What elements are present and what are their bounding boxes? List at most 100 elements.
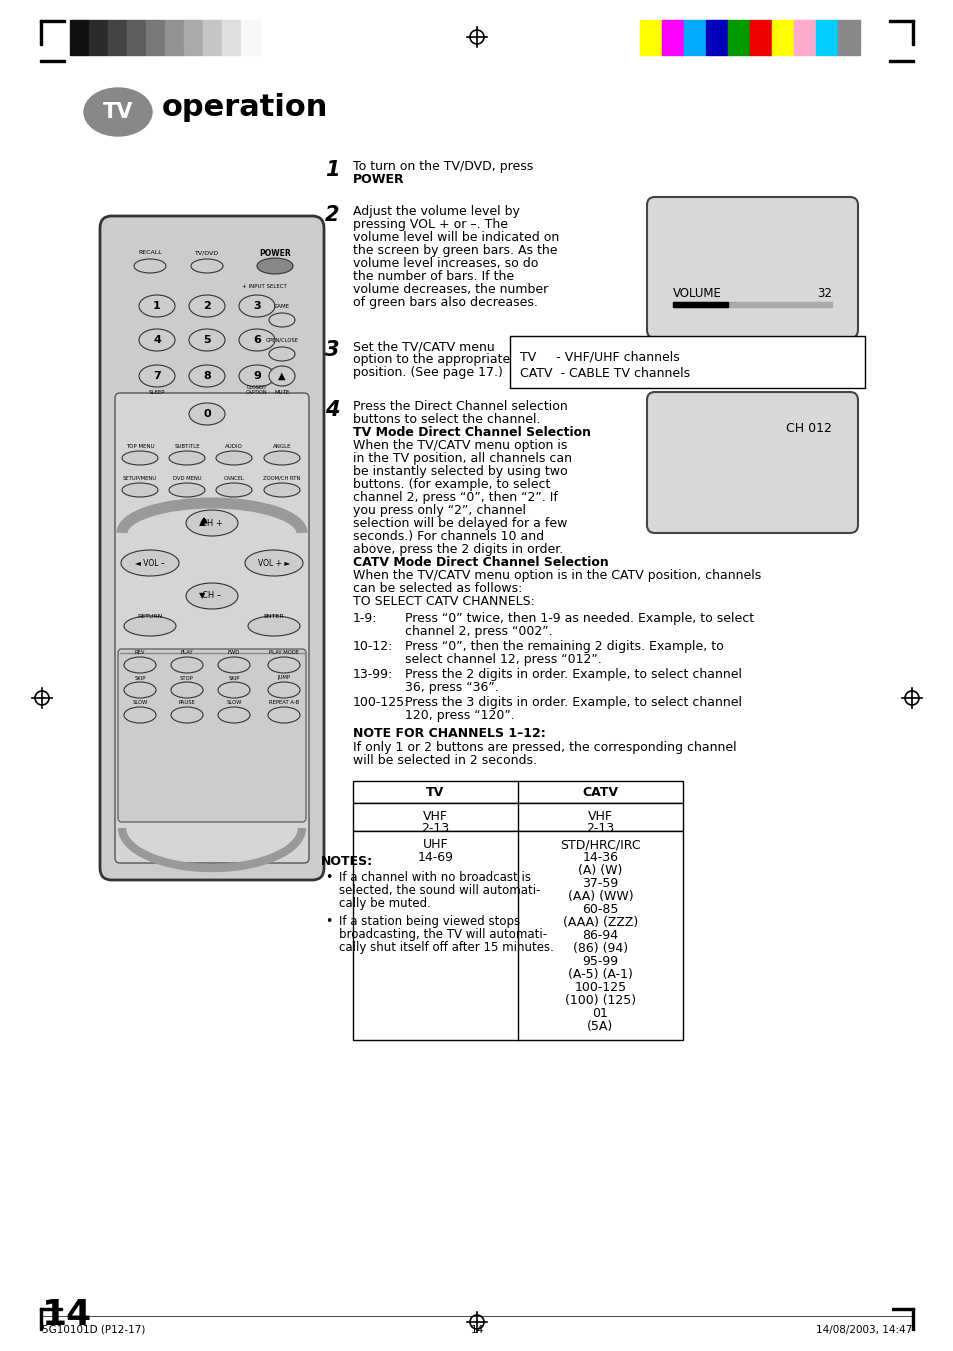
Text: CATV Mode Direct Channel Selection: CATV Mode Direct Channel Selection [353,557,608,569]
Text: DVD MENU: DVD MENU [172,476,201,481]
Text: PLAY MODE: PLAY MODE [269,650,298,655]
Bar [672,303,831,307]
Text: CATV: CATV [582,785,618,798]
Text: When the TV/CATV menu option is in the CATV position, channels: When the TV/CATV menu option is in the C… [353,569,760,582]
Ellipse shape [189,365,225,386]
Ellipse shape [264,484,299,497]
Text: 14: 14 [42,1298,92,1332]
Bar [222,20,241,55]
Ellipse shape [248,616,299,636]
Ellipse shape [171,657,203,673]
FancyBboxPatch shape [118,648,306,821]
Text: •: • [325,871,332,884]
Ellipse shape [218,657,250,673]
Bar [184,20,203,55]
Text: GAME: GAME [274,304,290,308]
Text: VHF: VHF [587,811,613,823]
Ellipse shape [245,550,303,576]
Text: seconds.) For channels 10 and: seconds.) For channels 10 and [353,530,543,543]
Text: volume level increases, so do: volume level increases, so do [353,257,537,270]
Bar [888,59,913,62]
Text: NOTE FOR CHANNELS 1–12:: NOTE FOR CHANNELS 1–12: [353,727,545,740]
Bar [771,20,793,55]
Text: RECALL: RECALL [138,250,162,255]
Text: pressing VOL + or –. The: pressing VOL + or –. The [353,218,507,231]
Text: VOLUME: VOLUME [672,286,721,300]
Text: ▲: ▲ [278,372,286,381]
FancyBboxPatch shape [100,216,324,880]
Text: 32: 32 [817,286,831,300]
Ellipse shape [218,707,250,723]
Text: 14-69: 14-69 [417,851,453,865]
Bar [705,20,727,55]
Bar [203,20,222,55]
Ellipse shape [269,313,294,327]
Bar [70,20,89,55]
Text: FWD: FWD [228,650,240,655]
Text: TV: TV [103,101,133,122]
Text: 14-36: 14-36 [582,851,618,865]
Text: TV/DVD: TV/DVD [194,250,219,255]
Text: VHF: VHF [422,811,448,823]
Ellipse shape [218,682,250,698]
Bar [727,20,749,55]
Text: ENTER: ENTER [263,613,284,619]
Text: volume level will be indicated on: volume level will be indicated on [353,231,558,245]
Ellipse shape [268,682,299,698]
Text: JUMP: JUMP [277,676,291,681]
Text: 100-125:: 100-125: [353,696,409,709]
Text: 14: 14 [470,1325,483,1335]
Text: 3: 3 [253,301,260,311]
Bar [510,336,864,388]
Text: channel 2, press “002”.: channel 2, press “002”. [405,626,552,638]
Text: position. (See page 17.): position. (See page 17.) [353,366,502,380]
Text: you press only “2”, channel: you press only “2”, channel [353,504,525,517]
Text: 95-99: 95-99 [582,955,618,969]
Text: Press the 2 digits in order. Example, to select channel: Press the 2 digits in order. Example, to… [405,667,741,681]
Text: (A) (W): (A) (W) [578,865,622,877]
Ellipse shape [191,259,223,273]
Text: broadcasting, the TV will automati-: broadcasting, the TV will automati- [338,928,547,942]
Bar [672,303,727,307]
Bar [40,20,42,45]
Ellipse shape [239,295,274,317]
Text: buttons to select the channel.: buttons to select the channel. [353,413,540,426]
Text: Set the TV/CATV menu: Set the TV/CATV menu [353,340,495,353]
Text: 14/08/2003, 14:47: 14/08/2003, 14:47 [815,1325,911,1335]
Text: CH –: CH – [202,592,221,600]
Text: SKIP: SKIP [228,676,239,681]
Text: ZOOM/CH RTN: ZOOM/CH RTN [263,476,300,481]
Ellipse shape [139,295,174,317]
Ellipse shape [269,347,294,361]
Bar [353,781,682,802]
Ellipse shape [84,88,152,136]
Text: Press “0” twice, then 1-9 as needed. Example, to select: Press “0” twice, then 1-9 as needed. Exa… [405,612,753,626]
Bar [40,1308,42,1329]
FancyBboxPatch shape [646,197,857,338]
Ellipse shape [124,707,156,723]
Text: operation: operation [162,93,328,123]
Ellipse shape [124,682,156,698]
Text: selected, the sound will automati-: selected, the sound will automati- [338,884,540,897]
Text: 1: 1 [153,301,161,311]
Bar [837,20,859,55]
Text: AUDIO: AUDIO [225,443,243,449]
Text: (5A): (5A) [587,1020,613,1034]
Text: STD/HRC/IRC: STD/HRC/IRC [559,838,640,851]
Text: 5: 5 [203,335,211,345]
Text: 120, press “120”.: 120, press “120”. [405,709,515,721]
Text: above, press the 2 digits in order.: above, press the 2 digits in order. [353,543,562,557]
Ellipse shape [169,484,205,497]
Ellipse shape [139,365,174,386]
Bar [40,20,65,22]
Text: 6: 6 [253,335,261,345]
Ellipse shape [122,451,158,465]
Text: cally shut itself off after 15 minutes.: cally shut itself off after 15 minutes. [338,942,554,954]
Text: Press the Direct Channel selection: Press the Direct Channel selection [353,400,567,413]
Ellipse shape [189,330,225,351]
Ellipse shape [269,366,294,386]
Ellipse shape [189,403,225,426]
FancyBboxPatch shape [646,392,857,534]
Text: TV Mode Direct Channel Selection: TV Mode Direct Channel Selection [353,426,590,439]
Text: 01: 01 [592,1006,608,1020]
